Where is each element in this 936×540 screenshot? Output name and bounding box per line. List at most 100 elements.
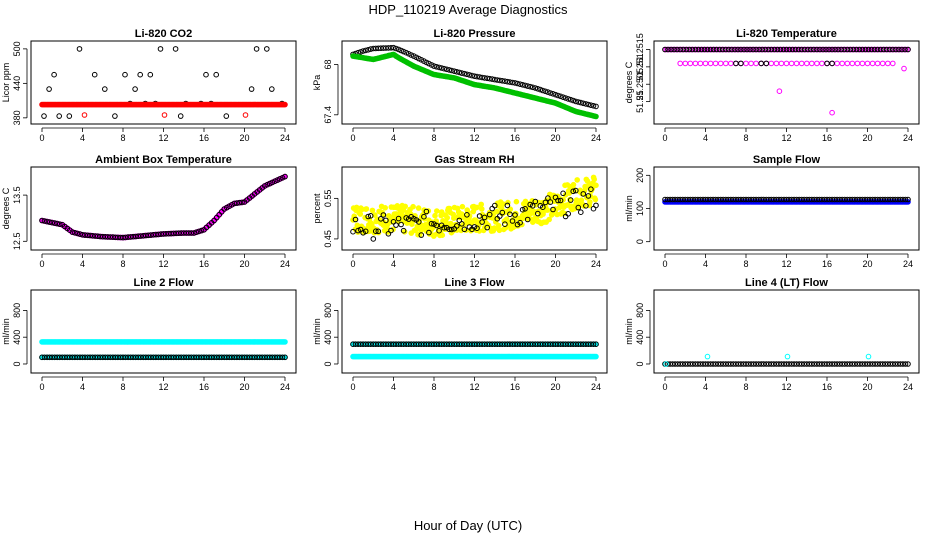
data-point bbox=[574, 177, 581, 183]
x-tick-label: 20 bbox=[239, 382, 249, 392]
data-point bbox=[481, 214, 488, 221]
x-tick-label: 24 bbox=[591, 259, 601, 269]
x-tick-label: 8 bbox=[743, 133, 748, 143]
data-point bbox=[507, 79, 513, 85]
data-point bbox=[107, 234, 114, 240]
panel-4: Ambient Box Temperature degrees C 0 4 8 12 16 2… bbox=[1, 154, 297, 269]
data-point bbox=[81, 112, 88, 118]
data-point bbox=[486, 75, 493, 82]
data-point bbox=[808, 46, 814, 53]
data-point bbox=[168, 230, 174, 237]
data-point bbox=[421, 213, 427, 220]
data-point bbox=[112, 113, 118, 119]
x-tick-label: 16 bbox=[510, 259, 520, 269]
data-point bbox=[686, 46, 693, 53]
y-tick-label: 0.55 bbox=[323, 190, 333, 208]
data-point bbox=[765, 46, 772, 53]
data-point bbox=[415, 205, 422, 211]
data-point bbox=[683, 46, 690, 53]
data-point bbox=[677, 46, 684, 53]
data-point bbox=[517, 81, 523, 87]
data-point bbox=[410, 203, 416, 210]
data-point bbox=[51, 71, 57, 78]
data-point bbox=[580, 191, 587, 197]
y-axis-label: ml/min bbox=[1, 318, 11, 345]
data-point bbox=[89, 233, 96, 239]
data-point bbox=[130, 233, 136, 240]
data-point bbox=[161, 112, 168, 118]
data-point bbox=[527, 83, 534, 90]
data-point bbox=[239, 199, 245, 206]
x-tick-label: 24 bbox=[903, 382, 913, 392]
y-tick-label: 400 bbox=[635, 330, 645, 345]
data-point bbox=[809, 196, 815, 203]
data-point bbox=[738, 60, 744, 67]
data-point bbox=[854, 60, 861, 67]
panel-6: Sample Flow ml/min 0 4 8 12 16 20 24 0 100 200 bbox=[624, 154, 920, 269]
data-point bbox=[593, 353, 599, 360]
x-tick-label: 24 bbox=[280, 133, 290, 143]
data-point bbox=[811, 196, 818, 203]
figure-title: HDP_110219 Average Diagnostics bbox=[368, 2, 568, 17]
data-point bbox=[862, 46, 869, 53]
data-point bbox=[868, 46, 875, 53]
data-point bbox=[687, 60, 694, 67]
plot-frame bbox=[653, 166, 920, 251]
data-point bbox=[448, 226, 455, 233]
data-point bbox=[902, 196, 909, 203]
y-tick-label: 400 bbox=[323, 330, 333, 345]
data-point bbox=[593, 103, 599, 110]
data-point bbox=[552, 91, 559, 98]
data-point bbox=[550, 91, 556, 97]
data-point bbox=[178, 230, 184, 236]
data-point bbox=[494, 77, 501, 83]
data-point bbox=[269, 86, 275, 92]
data-point bbox=[378, 45, 384, 52]
data-point bbox=[801, 46, 808, 53]
panel-8: Line 3 Flow ml/min 0 4 8 12 16 20 24 0 400 800 bbox=[312, 277, 608, 392]
data-point bbox=[562, 95, 569, 101]
y-axis-label: degrees C bbox=[1, 187, 11, 229]
data-point bbox=[193, 229, 200, 235]
data-point bbox=[56, 113, 63, 119]
data-point bbox=[829, 46, 835, 53]
data-point bbox=[439, 232, 446, 238]
series-1 bbox=[350, 44, 599, 110]
data-point bbox=[743, 60, 749, 67]
data-point bbox=[805, 46, 811, 53]
y-tick-label: 0.45 bbox=[323, 230, 333, 248]
data-point bbox=[362, 228, 369, 235]
data-point bbox=[786, 46, 793, 53]
data-point bbox=[695, 46, 702, 53]
data-point bbox=[719, 46, 726, 53]
data-point bbox=[798, 60, 805, 67]
data-point bbox=[560, 190, 566, 197]
data-point bbox=[242, 112, 249, 118]
data-point bbox=[532, 85, 539, 91]
data-point bbox=[547, 199, 554, 205]
data-point bbox=[756, 46, 763, 53]
data-point bbox=[431, 63, 437, 69]
x-tick-label: 20 bbox=[239, 133, 249, 143]
data-point bbox=[773, 60, 780, 67]
data-point bbox=[890, 196, 896, 203]
data-point bbox=[484, 224, 491, 231]
plot-frame bbox=[30, 166, 297, 251]
data-point bbox=[459, 221, 465, 227]
data-point bbox=[357, 211, 364, 217]
data-point bbox=[132, 86, 138, 92]
y-axis-label: kPa bbox=[312, 75, 322, 91]
y-tick-label: 440 bbox=[12, 76, 22, 91]
plot-frame bbox=[653, 40, 920, 125]
data-point bbox=[157, 46, 164, 52]
data-point bbox=[234, 200, 240, 206]
data-point bbox=[282, 173, 288, 180]
data-point bbox=[587, 199, 593, 205]
data-point bbox=[844, 46, 851, 53]
data-point bbox=[591, 176, 598, 183]
data-point bbox=[814, 46, 820, 53]
data-point bbox=[768, 60, 775, 67]
y-tick-label: 51.25 bbox=[635, 90, 645, 113]
data-point bbox=[105, 234, 111, 240]
data-point bbox=[434, 208, 440, 214]
